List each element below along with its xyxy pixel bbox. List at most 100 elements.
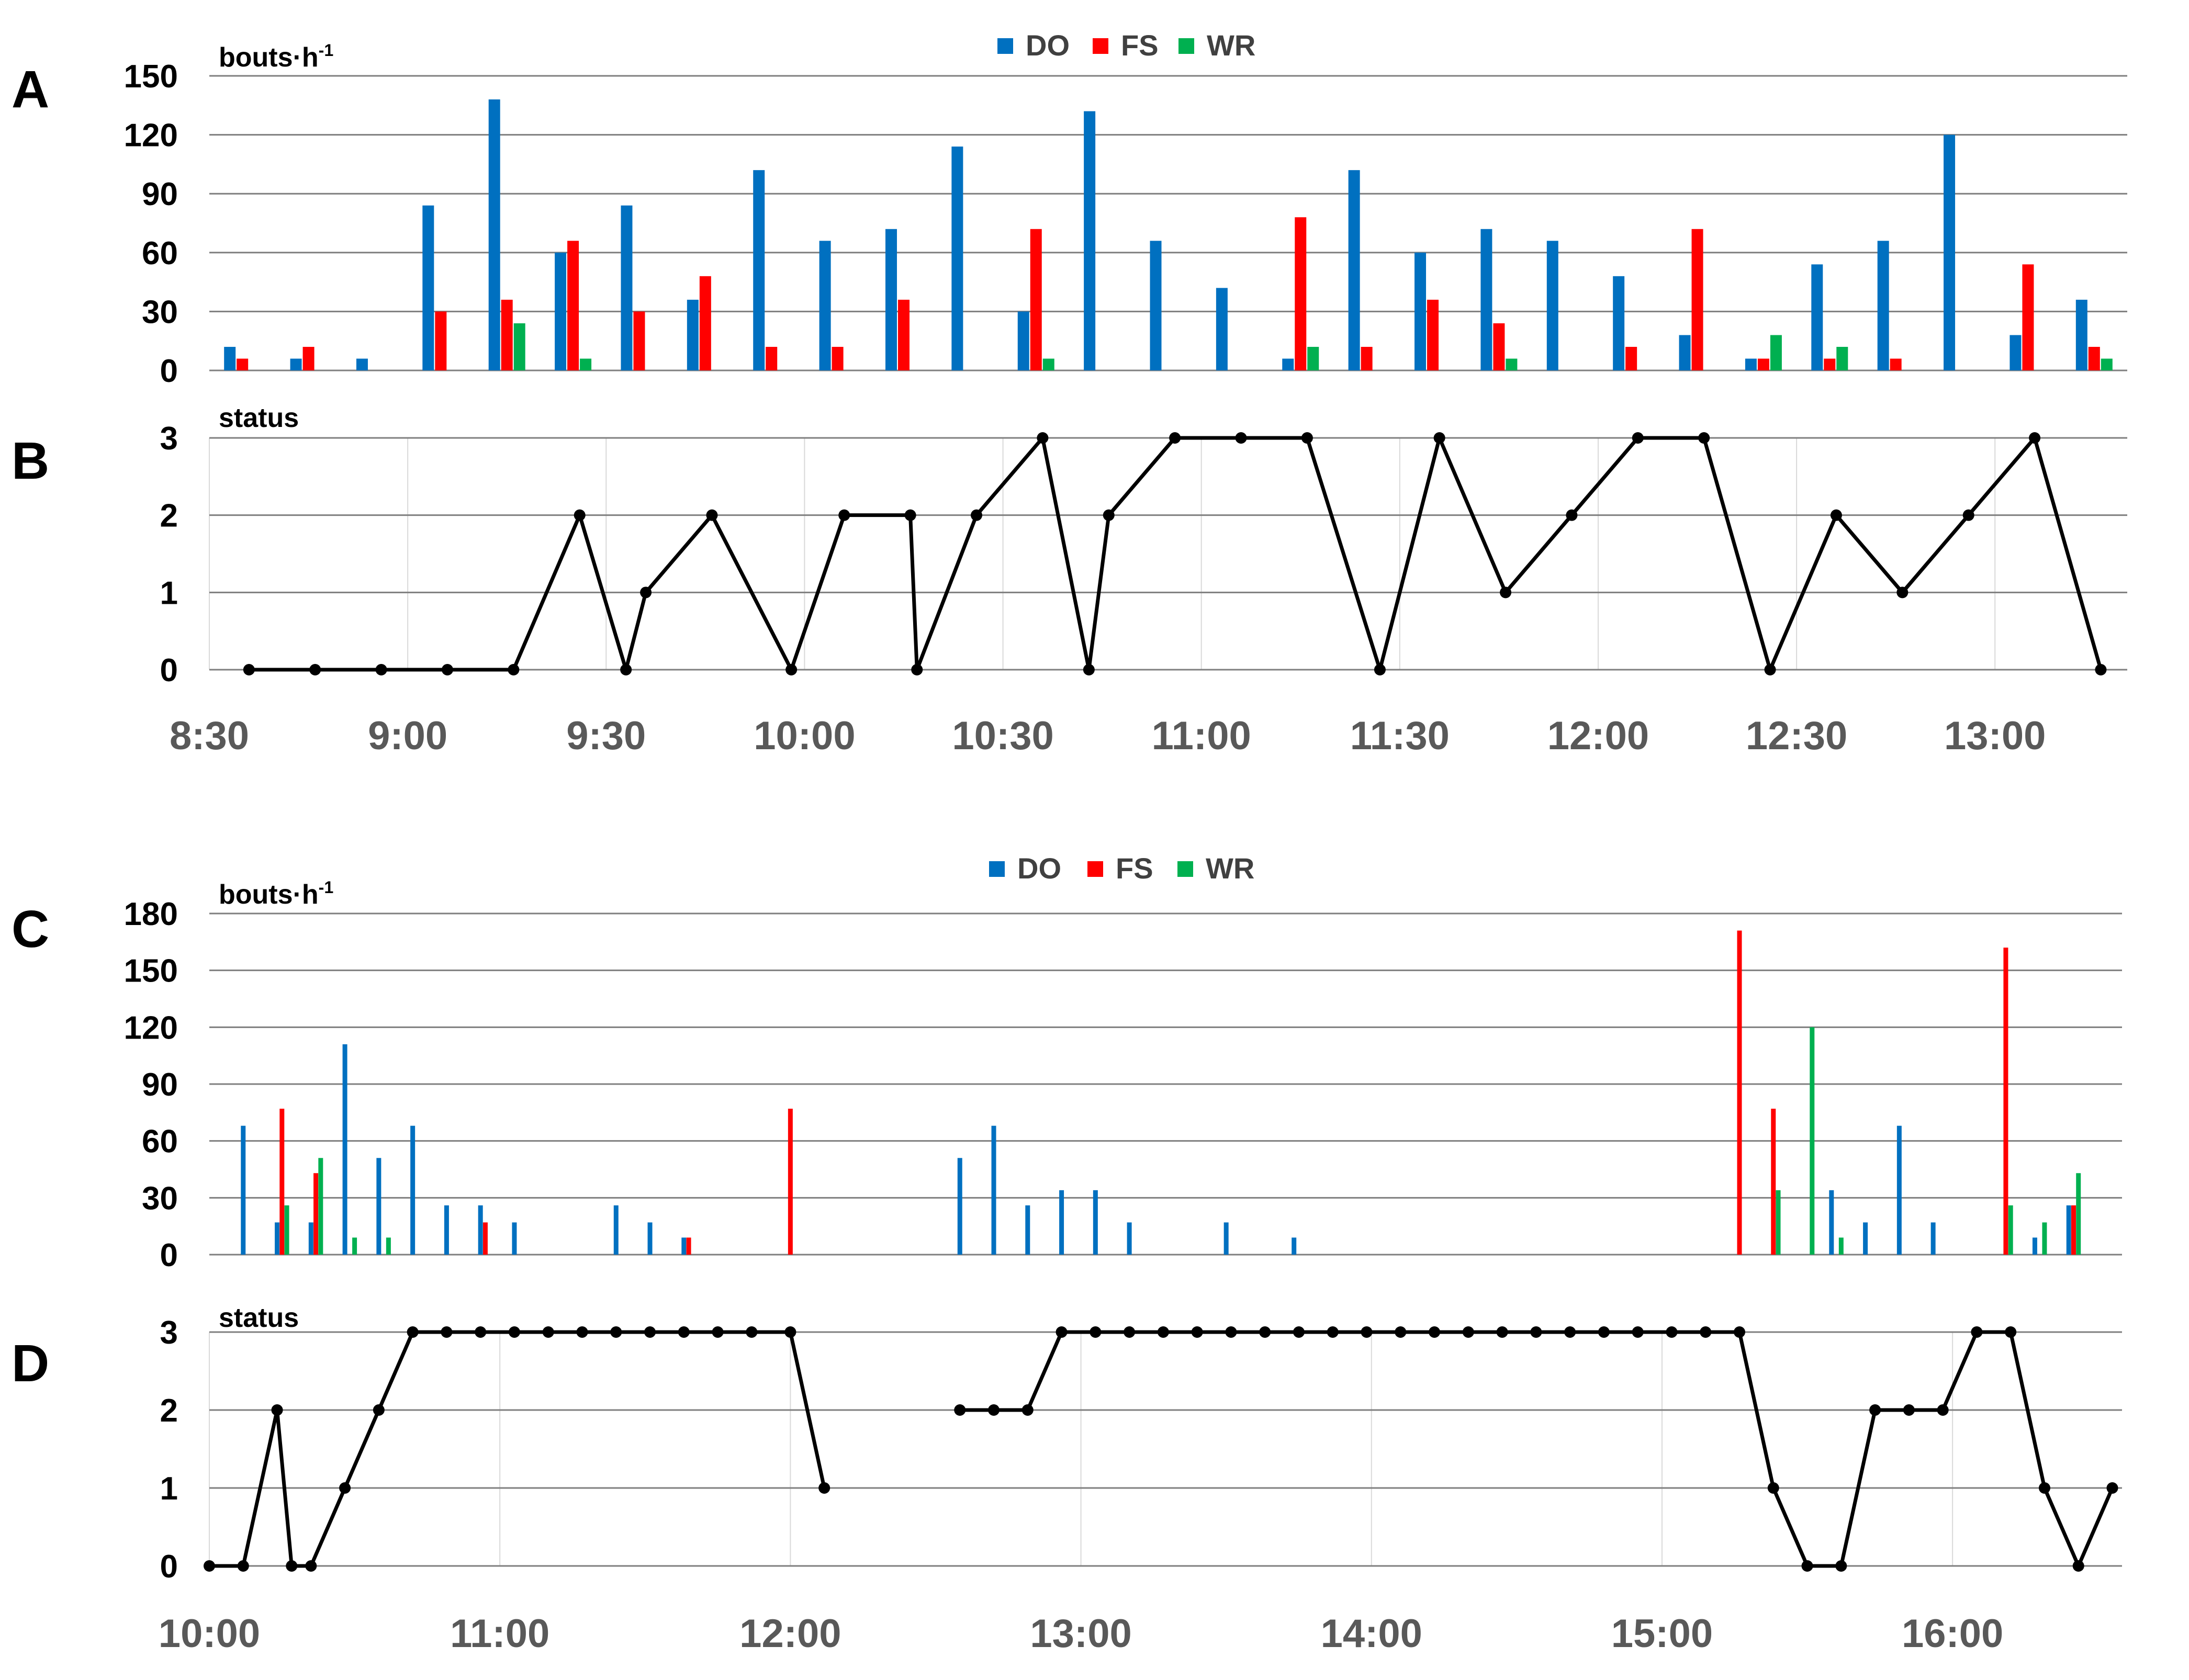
x-tick-top-9: 13:00 [1944,714,2046,758]
status-point-d-0-19 [818,1482,830,1494]
x-tick-top-2: 9:30 [566,714,646,758]
status-point-b-25 [1698,432,1710,444]
y-tick-d-0: 0 [160,1549,178,1585]
bar-a-fs-17 [1361,346,1373,370]
x-tick-top-3: 10:00 [754,714,855,758]
status-point-d-1-15 [1462,1326,1474,1338]
status-point-b-26 [1764,664,1776,675]
status-point-d-1-8 [1225,1326,1237,1338]
bar-a-do-13 [1084,111,1096,370]
x-tick-top-7: 12:00 [1547,714,1649,758]
bar-a-do-4 [488,99,500,371]
status-point-d-0-18 [784,1326,796,1338]
unit-label-c: bouts·h-1 [219,878,333,910]
bar-a-do-15 [1216,288,1228,370]
status-line-d-1 [960,1330,2114,1568]
bar-c-do-25 [1093,1190,1098,1255]
status-point-b-3 [441,664,453,675]
status-point-d-1-13 [1395,1326,1407,1338]
bar-a-do-10 [885,229,897,370]
status-point-b-17 [1169,432,1181,444]
legend-a-do-label: DO [1026,29,1070,62]
status-point-b-4 [508,664,520,675]
x-tick-bottom-1: 11:00 [450,1611,549,1656]
status-point-d-1-17 [1530,1326,1542,1338]
bar-a-do-11 [951,146,963,370]
status-point-d-1-23 [1734,1326,1745,1338]
bar-c-wr-34 [1838,1237,1844,1255]
bar-c-do-16 [613,1205,619,1255]
bar-c-do-40 [2032,1237,2037,1255]
status-point-b-20 [1374,664,1386,675]
status-point-b-7 [640,587,652,599]
x-tick-top-0: 8:30 [170,714,249,758]
legend-c-do-label: DO [1017,852,1061,885]
bar-a-do-12 [1017,311,1029,370]
plot-c: 0 30 60 90 120 150 180 [124,896,2122,1273]
status-point-d-1-1 [988,1404,1000,1416]
bar-a-do-28 [2075,299,2087,370]
status-point-d-1-19 [1598,1326,1610,1338]
y-tick-c-3: 90 [142,1067,178,1103]
x-tick-top-4: 10:30 [952,714,1053,758]
legend-c-wr-swatch [1177,861,1193,877]
legend-c-fs-swatch [1087,861,1103,877]
status-point-d-0-5 [339,1482,351,1494]
status-point-d-1-31 [2005,1326,2017,1338]
bar-c-do-22 [991,1125,996,1255]
bar-a-fs-9 [832,346,844,370]
status-point-d-1-33 [2072,1560,2084,1572]
bar-a-wr-16 [1307,346,1319,370]
bar-a-fs-5 [567,241,579,370]
status-point-d-1-27 [1869,1404,1881,1416]
bar-a-fs-24 [1824,358,1836,370]
status-point-b-29 [1962,509,1974,521]
bar-a-wr-28 [2101,358,2113,370]
bar-c-do-27 [1223,1222,1229,1255]
bar-a-fs-12 [1030,229,1042,370]
bar-a-do-5 [555,252,567,370]
y-tick-a-1: 30 [142,294,178,330]
bar-c-wr-32 [1810,1027,1815,1255]
bar-c-wr-41 [2042,1222,2047,1255]
y-tick-c-1: 30 [142,1180,178,1216]
bar-a-fs-16 [1295,217,1307,370]
bar-c-wr-8 [352,1237,357,1255]
status-point-b-18 [1235,432,1247,444]
y-tick-b-3: 3 [160,421,178,457]
status-point-d-0-15 [678,1326,690,1338]
panel-label-c: C [12,900,49,959]
x-tick-top-6: 11:30 [1350,714,1450,758]
unit-label-a-main: bouts·h [219,42,319,73]
y-tick-b-2: 2 [160,498,178,534]
bar-c-fs-43 [2071,1205,2076,1255]
status-point-b-27 [1830,509,1842,521]
bar-c-do-36 [1896,1125,1902,1255]
x-tick-top-8: 12:30 [1746,714,1847,758]
bar-a-fs-8 [766,346,778,370]
bar-a-do-1 [290,358,302,370]
bar-c-do-11 [410,1125,416,1255]
status-point-b-12 [911,664,923,675]
status-point-b-28 [1896,587,1909,599]
x-tick-bottom-6: 16:00 [1902,1611,2003,1656]
y-tick-a-0: 0 [160,353,178,389]
bar-a-fs-19 [1493,323,1505,370]
status-point-b-2 [375,664,387,675]
status-point-d-1-24 [1767,1482,1779,1494]
bar-a-fs-7 [699,276,711,370]
status-point-d-0-0 [204,1560,215,1572]
status-point-d-0-11 [542,1326,554,1338]
status-point-b-11 [904,509,916,521]
bar-c-do-17 [647,1222,653,1255]
bar-c-wr-10 [386,1237,391,1255]
x-tick-bottom-5: 15:00 [1611,1611,1713,1656]
status-point-d-0-8 [441,1326,453,1338]
bar-c-wr-39 [2008,1205,2013,1255]
status-point-b-9 [785,664,798,675]
bar-a-do-3 [422,205,434,370]
bar-c-wr-6 [318,1158,323,1255]
status-point-d-0-4 [305,1560,317,1572]
panel-label-d: D [12,1334,49,1393]
